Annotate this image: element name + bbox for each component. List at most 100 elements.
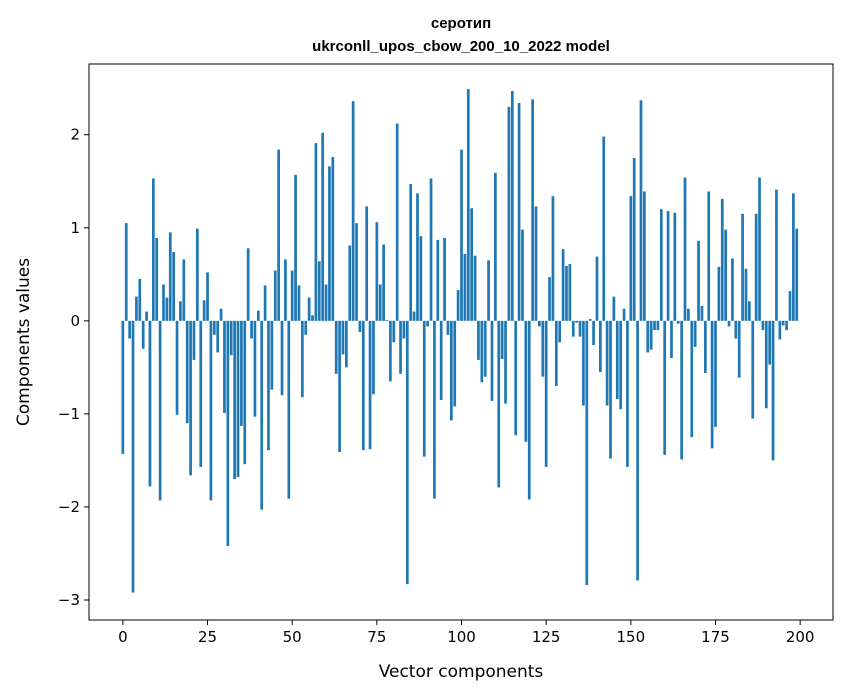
bar-21 xyxy=(192,320,196,360)
bar-192 xyxy=(771,320,775,461)
bar-52 xyxy=(297,285,301,321)
bar-89 xyxy=(422,320,426,457)
bar-22 xyxy=(196,228,199,321)
y-tick-label: −1 xyxy=(58,405,80,423)
bar-159 xyxy=(659,209,663,321)
bar-73 xyxy=(368,320,372,450)
x-tick-label: 100 xyxy=(447,628,476,646)
bar-68 xyxy=(351,101,355,321)
bar-42 xyxy=(263,285,267,321)
bar-116 xyxy=(514,320,518,436)
bar-121 xyxy=(531,99,534,321)
bar-135 xyxy=(578,320,582,337)
bar-114 xyxy=(507,106,511,321)
bar-20 xyxy=(189,320,192,476)
bar-103 xyxy=(470,208,474,321)
bar-57 xyxy=(314,143,318,321)
bar-14 xyxy=(168,232,172,321)
bar-185 xyxy=(748,301,751,321)
bar-95 xyxy=(443,238,446,321)
bars-group xyxy=(121,89,799,593)
bar-77 xyxy=(382,244,385,321)
bar-98 xyxy=(453,320,457,407)
bar-139 xyxy=(592,320,595,346)
bar-106 xyxy=(480,320,484,383)
bar-157 xyxy=(653,320,656,331)
x-tick-label: 50 xyxy=(283,628,302,646)
bar-69 xyxy=(355,223,358,321)
bar-43 xyxy=(267,320,270,451)
bar-182 xyxy=(737,320,741,378)
bar-110 xyxy=(494,172,497,321)
bar-96 xyxy=(446,320,450,335)
bar-143 xyxy=(605,320,609,406)
bar-53 xyxy=(300,320,304,398)
bar-175 xyxy=(714,320,717,427)
y-tick-label: −2 xyxy=(58,498,80,516)
bar-74 xyxy=(372,320,375,395)
bar-177 xyxy=(720,198,724,321)
bar-9 xyxy=(151,178,155,321)
bar-195 xyxy=(781,320,785,326)
bar-107 xyxy=(483,320,487,377)
bar-186 xyxy=(751,320,755,419)
bar-128 xyxy=(554,320,558,386)
x-axis-ticks: 0 25 50 75 100 125 150 175 200 xyxy=(118,620,814,646)
bar-131 xyxy=(565,265,568,321)
bar-72 xyxy=(365,206,369,321)
bar-97 xyxy=(449,320,453,421)
plot-frame xyxy=(88,63,834,621)
bar-92 xyxy=(433,320,436,499)
bar-196 xyxy=(785,320,788,331)
bar-180 xyxy=(731,258,734,321)
bar-84 xyxy=(405,320,409,585)
bar-24 xyxy=(202,300,206,321)
x-tick-label: 75 xyxy=(367,628,386,646)
bar-156 xyxy=(649,320,653,350)
bar-136 xyxy=(582,320,585,406)
bar-134 xyxy=(575,320,579,323)
bar-191 xyxy=(768,320,772,365)
bar-5 xyxy=(138,278,142,321)
bar-138 xyxy=(588,318,592,321)
bar-54 xyxy=(304,320,308,335)
y-axis-ticks: −3 −2 −1 0 1 2 xyxy=(58,126,89,609)
bar-87 xyxy=(416,193,419,321)
bar-123 xyxy=(538,320,541,327)
bar-1 xyxy=(124,223,128,321)
bar-19 xyxy=(185,320,189,424)
bar-105 xyxy=(477,320,480,360)
bar-66 xyxy=(345,320,348,368)
bar-167 xyxy=(687,308,690,321)
bar-86 xyxy=(412,311,416,321)
bar-148 xyxy=(622,308,626,321)
bar-75 xyxy=(375,222,379,321)
bar-176 xyxy=(717,266,721,321)
bar-34 xyxy=(236,320,240,478)
bar-127 xyxy=(551,196,555,321)
bar-2 xyxy=(128,320,131,339)
bar-158 xyxy=(656,320,660,331)
bar-100 xyxy=(460,149,463,321)
bar-126 xyxy=(548,277,551,321)
bar-102 xyxy=(466,89,470,321)
bar-108 xyxy=(487,260,490,321)
bar-174 xyxy=(710,320,714,449)
bar-155 xyxy=(646,320,650,353)
bar-104 xyxy=(473,255,477,321)
bar-37 xyxy=(246,248,250,321)
bar-169 xyxy=(693,320,697,347)
bar-70 xyxy=(358,320,362,332)
bar-187 xyxy=(754,213,758,321)
bar-81 xyxy=(395,123,399,321)
bar-25 xyxy=(206,272,209,321)
bar-28 xyxy=(216,320,220,353)
bar-56 xyxy=(311,315,314,321)
bar-133 xyxy=(571,320,575,337)
bar-117 xyxy=(517,103,521,321)
bar-79 xyxy=(389,320,392,382)
bar-184 xyxy=(744,268,748,321)
bar-90 xyxy=(426,320,429,327)
bar-23 xyxy=(199,320,203,467)
bar-16 xyxy=(175,320,179,415)
